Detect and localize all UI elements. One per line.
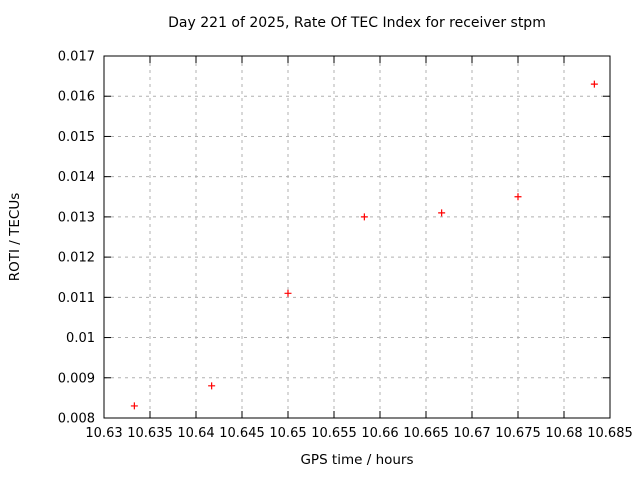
x-tick-label: 10.665 (403, 426, 449, 441)
x-axis-label: GPS time / hours (300, 452, 414, 468)
data-point-marker (514, 193, 522, 201)
data-point-marker (438, 209, 446, 217)
x-tick-label: 10.685 (587, 426, 633, 441)
x-tick-label: 10.645 (219, 426, 265, 441)
y-tick-label: 0.015 (58, 130, 95, 145)
x-tick-label: 10.65 (269, 426, 306, 441)
data-point-marker (284, 289, 292, 297)
x-tick-label: 10.67 (453, 426, 490, 441)
x-tick-label: 10.68 (545, 426, 582, 441)
x-tick-label: 10.63 (85, 426, 122, 441)
x-tick-label: 10.655 (311, 426, 357, 441)
y-tick-label: 0.009 (58, 371, 95, 386)
data-point-marker (208, 382, 216, 390)
y-tick-label: 0.016 (58, 90, 95, 105)
y-tick-label: 0.01 (66, 331, 95, 346)
x-tick-label: 10.675 (495, 426, 541, 441)
y-tick-label: 0.008 (58, 412, 95, 427)
y-tick-label: 0.017 (58, 50, 95, 65)
y-tick-label: 0.014 (58, 170, 95, 185)
data-point-marker (590, 80, 598, 88)
x-tick-label: 10.66 (361, 426, 398, 441)
y-tick-label: 0.013 (58, 210, 95, 225)
plot-border (103, 55, 611, 419)
data-point-marker (360, 213, 368, 221)
x-tick-label: 10.635 (127, 426, 173, 441)
data-point-marker (130, 402, 138, 410)
x-tick-label: 10.64 (177, 426, 214, 441)
y-tick-label: 0.012 (58, 251, 95, 266)
chart-title: Day 221 of 2025, Rate Of TEC Index for r… (168, 15, 546, 31)
y-tick-label: 0.011 (58, 291, 95, 306)
